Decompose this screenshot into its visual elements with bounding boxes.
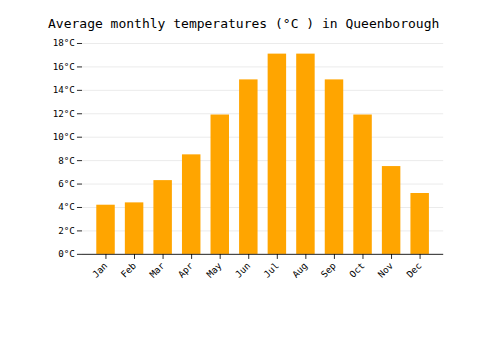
svg-text:8°C: 8°C xyxy=(58,155,75,166)
svg-text:Sep: Sep xyxy=(318,260,338,280)
svg-text:16°C: 16°C xyxy=(53,61,75,72)
svg-text:18°C: 18°C xyxy=(53,37,75,48)
svg-text:0°C: 0°C xyxy=(58,248,75,259)
html-text:Average monthly temperatures (: Average monthly temperatures (°C ) in Qu… xyxy=(48,16,440,31)
svg-text:Mar: Mar xyxy=(147,260,167,280)
svg-text:14°C: 14°C xyxy=(53,84,75,95)
svg-text:10°C: 10°C xyxy=(53,131,75,142)
svg-text:2°C: 2°C xyxy=(58,225,75,236)
svg-text:Oct: Oct xyxy=(347,260,367,280)
svg-text:May: May xyxy=(204,260,224,280)
svg-text:12°C: 12°C xyxy=(53,108,75,119)
svg-text:Jan: Jan xyxy=(90,260,110,280)
svg-text:Jun: Jun xyxy=(233,260,253,280)
svg-text:Feb: Feb xyxy=(118,260,138,280)
svg-text:Aug: Aug xyxy=(290,260,310,280)
svg-text:Jul: Jul xyxy=(261,260,281,280)
svg-text:Nov: Nov xyxy=(375,260,395,280)
svg-text:Dec: Dec xyxy=(404,260,424,280)
svg-text:6°C: 6°C xyxy=(58,178,75,189)
svg-text:4°C: 4°C xyxy=(58,201,75,212)
svg-text:Apr: Apr xyxy=(176,260,196,280)
